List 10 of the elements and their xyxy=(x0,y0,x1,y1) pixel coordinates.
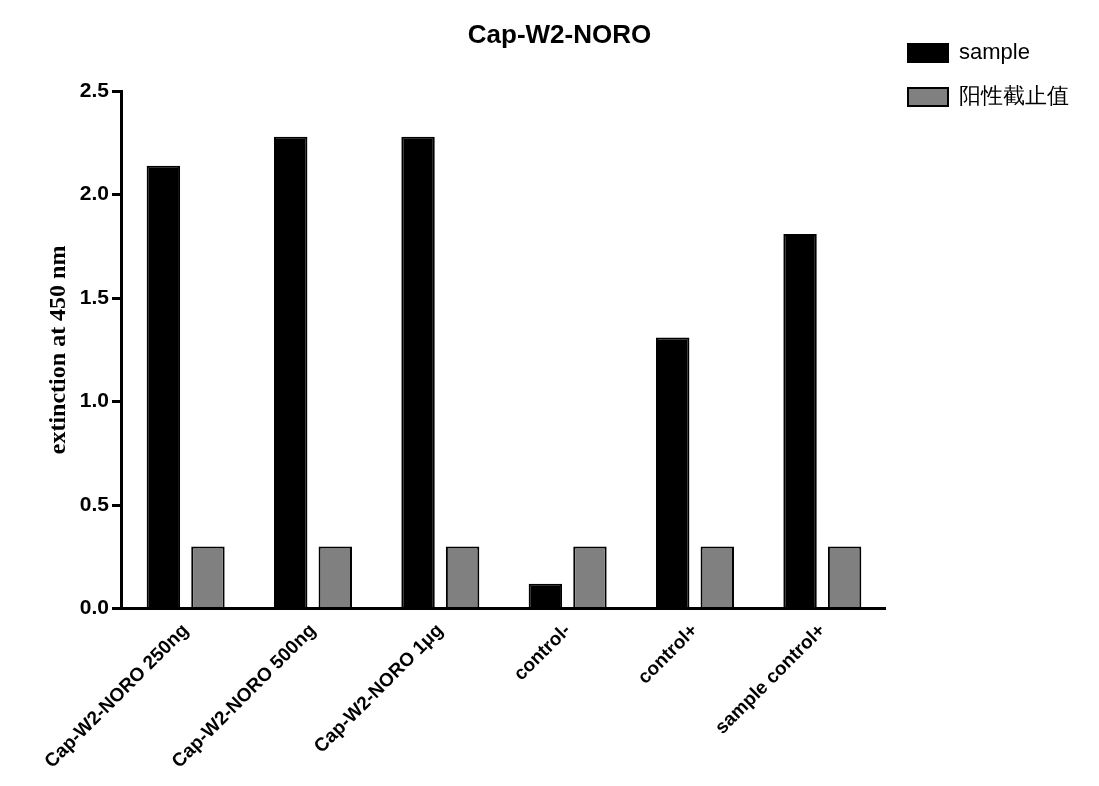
y-tick-label: 0.0 xyxy=(79,595,109,619)
y-tick-label: 1.5 xyxy=(79,284,110,308)
y-axis-title: extinction at 450 nm xyxy=(43,245,70,455)
legend-label: 阳性截止值 xyxy=(959,83,1069,109)
y-tick-label: 1.0 xyxy=(79,388,109,412)
y-tick-label: 2.0 xyxy=(79,181,109,205)
chart-title: Cap-W2-NORO xyxy=(467,18,652,49)
y-tick-label: 0.5 xyxy=(79,491,110,515)
legend-label: sample xyxy=(959,39,1030,65)
y-tick-label: 2.5 xyxy=(79,78,110,101)
